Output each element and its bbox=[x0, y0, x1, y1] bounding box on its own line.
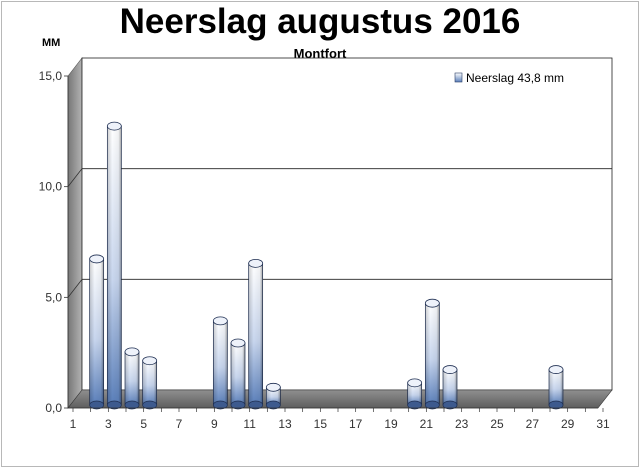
bar-top bbox=[89, 254, 105, 264]
bar-base bbox=[106, 400, 122, 410]
bar-shade bbox=[89, 258, 104, 405]
bar-base bbox=[124, 400, 140, 410]
bar bbox=[106, 121, 122, 410]
x-tick-label: 11 bbox=[243, 417, 256, 431]
bar-top bbox=[124, 347, 140, 357]
bar-top bbox=[424, 298, 440, 308]
chart-subtitle: Montfort bbox=[293, 46, 347, 61]
bar-shade bbox=[125, 351, 139, 405]
bar-shade bbox=[425, 303, 440, 405]
bar-shade bbox=[231, 343, 245, 405]
bar-base bbox=[265, 400, 281, 410]
bar-base bbox=[230, 400, 246, 410]
bar-top bbox=[265, 382, 281, 392]
bar bbox=[407, 378, 423, 410]
bar-base bbox=[548, 400, 564, 410]
bars-group bbox=[89, 121, 564, 410]
x-tick-label: 25 bbox=[490, 417, 504, 431]
bar bbox=[248, 258, 264, 410]
gridline-side bbox=[67, 279, 83, 298]
bar-top bbox=[106, 121, 122, 131]
x-tick-label: 3 bbox=[105, 417, 112, 431]
bar-base bbox=[142, 400, 158, 410]
legend-swatch bbox=[454, 72, 463, 83]
x-tick-labels: 1 3 5 7 9 11 13 15 17 19 21 23 25 27 29 31 bbox=[68, 407, 610, 431]
bar bbox=[548, 365, 564, 410]
y-tick-label: 0,0 bbox=[45, 401, 62, 415]
back-wall bbox=[81, 57, 613, 391]
bar-shade bbox=[549, 369, 563, 405]
bar-base bbox=[89, 400, 105, 410]
x-tick-label: 7 bbox=[176, 417, 183, 431]
bar-top bbox=[548, 365, 564, 374]
x-tick-label: 9 bbox=[211, 417, 218, 431]
bar bbox=[424, 298, 440, 410]
bar-base bbox=[442, 400, 458, 410]
bar-base bbox=[248, 400, 264, 410]
y-tick-label: 10,0 bbox=[39, 180, 63, 194]
x-tick-label: 15 bbox=[314, 417, 328, 431]
side-wall bbox=[67, 57, 83, 409]
chart-title: Neerslag augustus 2016 bbox=[119, 2, 521, 41]
bar-base bbox=[424, 400, 440, 410]
y-tick-label: 5,0 bbox=[45, 290, 62, 304]
y-tick-label: 15,0 bbox=[39, 69, 63, 83]
x-tick-label: 13 bbox=[278, 417, 292, 431]
chart-walls bbox=[67, 57, 613, 409]
bar bbox=[212, 316, 228, 410]
x-tick-label: 23 bbox=[455, 417, 469, 431]
y-tick-labels: 0,0 5,0 10,0 15,0 bbox=[39, 69, 69, 415]
bar-shade bbox=[142, 360, 157, 405]
gridline-side bbox=[67, 168, 83, 187]
legend: Neerslag 43,8 mm bbox=[454, 71, 564, 85]
x-tick-label: 21 bbox=[420, 417, 434, 431]
bar bbox=[142, 356, 158, 410]
bar bbox=[124, 347, 140, 410]
bar-top bbox=[407, 378, 423, 388]
bar-shade bbox=[407, 382, 422, 405]
bar-shade bbox=[248, 263, 263, 405]
bar-shade bbox=[107, 126, 122, 406]
x-tick-label: 27 bbox=[526, 417, 540, 431]
y-axis-label: MM bbox=[42, 37, 61, 49]
bar-top bbox=[230, 338, 246, 348]
x-tick-label: 5 bbox=[140, 417, 147, 431]
bar-top bbox=[248, 258, 264, 268]
x-tick-label: 31 bbox=[596, 417, 610, 431]
bar bbox=[265, 382, 281, 410]
bar-shade bbox=[443, 369, 457, 405]
bar-base bbox=[407, 400, 423, 410]
gridlines bbox=[67, 168, 612, 298]
bar-shade bbox=[266, 387, 281, 405]
bar bbox=[89, 254, 105, 410]
x-tick-label: 1 bbox=[70, 417, 77, 431]
x-tick-label: 17 bbox=[349, 417, 363, 431]
bar-base bbox=[212, 400, 228, 410]
x-tick-label: 19 bbox=[384, 417, 398, 431]
bar-top bbox=[442, 365, 458, 374]
bar bbox=[230, 338, 246, 410]
bar-shade bbox=[213, 320, 228, 405]
legend-label: Neerslag 43,8 mm bbox=[466, 71, 564, 85]
bar-top bbox=[142, 356, 158, 366]
bar-top bbox=[212, 316, 228, 326]
bar bbox=[442, 365, 458, 410]
x-tick-label: 29 bbox=[561, 417, 575, 431]
